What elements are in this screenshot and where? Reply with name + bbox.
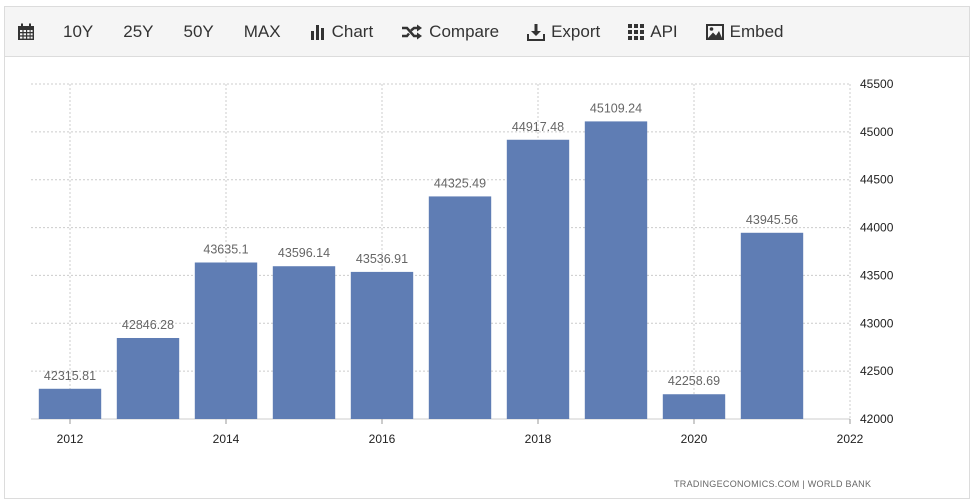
x-tick-label: 2016 bbox=[369, 432, 396, 446]
y-tick-label: 43500 bbox=[860, 268, 894, 282]
range-25y-button[interactable]: 25Y bbox=[108, 7, 168, 57]
chart-type-button[interactable]: Chart bbox=[296, 7, 388, 57]
compare-button[interactable]: Compare bbox=[387, 7, 513, 57]
bar bbox=[350, 271, 414, 419]
image-icon bbox=[705, 23, 724, 40]
bar-value-label: 43635.1 bbox=[203, 242, 248, 256]
calendar-icon bbox=[17, 23, 35, 41]
range-10y-label: 10Y bbox=[63, 21, 94, 41]
y-tick-label: 45000 bbox=[860, 125, 894, 139]
calendar-button[interactable] bbox=[5, 7, 48, 57]
compare-label: Compare bbox=[429, 21, 500, 41]
bar bbox=[584, 121, 648, 420]
api-label: API bbox=[650, 21, 678, 41]
embed-button[interactable]: Embed bbox=[692, 7, 798, 57]
bar-value-label: 42315.81 bbox=[44, 369, 96, 383]
range-25y-label: 25Y bbox=[123, 21, 154, 41]
bar-value-label: 42846.28 bbox=[122, 318, 174, 332]
bar bbox=[428, 196, 492, 419]
bar-chart-icon bbox=[310, 24, 326, 40]
range-max-label: MAX bbox=[243, 21, 281, 41]
export-button[interactable]: Export bbox=[513, 7, 614, 57]
x-tick-label: 2022 bbox=[837, 432, 864, 446]
download-icon bbox=[527, 23, 546, 41]
source-credit: TRADINGECONOMICS.COM | WORLD BANK bbox=[674, 479, 872, 489]
bar bbox=[740, 232, 804, 419]
y-tick-label: 45500 bbox=[860, 77, 894, 91]
range-max-button[interactable]: MAX bbox=[229, 7, 296, 57]
bar bbox=[38, 388, 102, 419]
y-tick-label: 44000 bbox=[860, 221, 894, 235]
y-tick-label: 42500 bbox=[860, 364, 894, 378]
bar-value-label: 44325.49 bbox=[434, 176, 486, 190]
bar bbox=[662, 394, 726, 419]
bar-value-label: 42258.69 bbox=[668, 374, 720, 388]
embed-label: Embed bbox=[729, 21, 784, 41]
range-10y-button[interactable]: 10Y bbox=[48, 7, 108, 57]
bar bbox=[272, 266, 336, 419]
export-label: Export bbox=[551, 21, 601, 41]
bar-value-label: 43536.91 bbox=[356, 252, 408, 266]
x-tick-label: 2014 bbox=[213, 432, 240, 446]
bar-value-label: 43596.14 bbox=[278, 246, 330, 260]
y-tick-label: 42000 bbox=[860, 412, 894, 426]
x-tick-label: 2020 bbox=[681, 432, 708, 446]
bar bbox=[506, 139, 570, 419]
range-50y-label: 50Y bbox=[183, 21, 214, 41]
y-tick-label: 44500 bbox=[860, 173, 894, 187]
y-tick-label: 43000 bbox=[860, 316, 894, 330]
chart-toolbar: 10Y 25Y 50Y MAX Chart Compare Export bbox=[5, 7, 969, 57]
bar-value-label: 43945.56 bbox=[746, 213, 798, 227]
chart-type-label: Chart bbox=[331, 21, 374, 41]
bar bbox=[116, 337, 180, 419]
shuffle-icon bbox=[401, 24, 423, 40]
bar bbox=[194, 262, 258, 419]
bar-value-label: 44917.48 bbox=[512, 120, 564, 134]
x-tick-label: 2018 bbox=[525, 432, 552, 446]
grid-icon bbox=[628, 23, 645, 40]
bar-value-label: 45109.24 bbox=[590, 101, 642, 115]
range-50y-button[interactable]: 50Y bbox=[169, 7, 229, 57]
x-tick-label: 2012 bbox=[57, 432, 84, 446]
api-button[interactable]: API bbox=[614, 7, 691, 57]
